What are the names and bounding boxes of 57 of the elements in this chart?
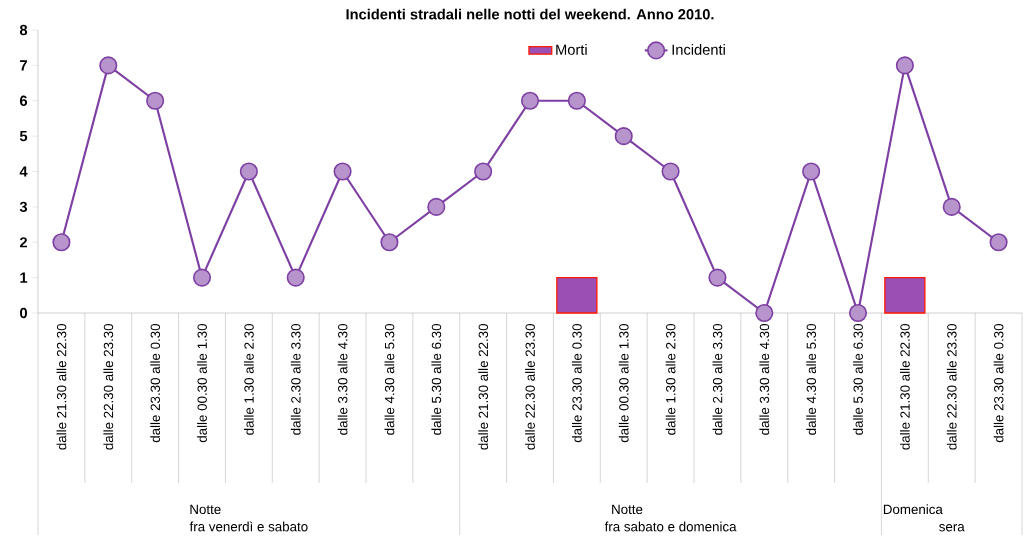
x-tick-label: dalle 00.30 alle 1.30: [618, 323, 629, 443]
x-tick-label: dalle 3.30 alle 4.30: [759, 323, 770, 435]
y-tick-label: 8: [19, 24, 28, 36]
legend-label: Incidenti: [672, 44, 725, 55]
point: [989, 233, 1008, 252]
x-tick-label: dalle 5.30 alle 6.30: [431, 323, 442, 435]
point: [567, 91, 586, 110]
x-tick-label: dalle 21.30 alle 22.30: [478, 323, 489, 450]
y-tick-label: 1: [20, 272, 28, 283]
x-tick-label: dalle 23.30 alle 0.30: [571, 323, 582, 443]
point: [146, 91, 165, 110]
x-tick-label: dalle 22.30 alle 23.30: [103, 323, 114, 450]
x-tick-label: dalle 22.30 alle 23.30: [946, 323, 957, 450]
x-tick-label: dalle 1.30 alle 2.30: [243, 323, 254, 435]
x-tick-label: dalle 23.30 alle 0.30: [150, 323, 161, 443]
x-tick-label: dalle 1.30 alle 2.30: [665, 323, 676, 435]
x-tick-label: dalle 23.30 alle 0.30: [993, 323, 1004, 443]
y-tick-label: 2: [19, 237, 28, 248]
x-tick-label: dalle 21.30 alle 22.30: [899, 323, 910, 450]
x-tick-label: dalle 5.30 alle 6.30: [853, 323, 863, 435]
point: [708, 268, 727, 287]
text: Notte fra sabato e domenica: [604, 504, 737, 532]
y-tick-label: 5: [19, 131, 28, 142]
point: [192, 268, 212, 287]
point: [286, 268, 305, 287]
legend-label: Morti: [556, 44, 587, 55]
text: Notte fra venerdì e sabato: [189, 504, 308, 532]
point: [614, 127, 633, 146]
point: [333, 162, 352, 181]
point: [661, 162, 680, 181]
x-tick-label: dalle 4.30 alle 5.30: [806, 323, 817, 435]
point: [942, 197, 961, 216]
text: Domenica sera: [883, 504, 965, 532]
point: [895, 56, 914, 75]
point: [52, 233, 71, 252]
x-tick-label: dalle 00.30 alle 1.30: [197, 323, 207, 443]
point: [99, 56, 118, 75]
point: [520, 91, 540, 110]
point: [474, 162, 493, 181]
x-tick-label: dalle 3.30 alle 4.30: [337, 323, 348, 435]
y-tick-label: 0: [20, 307, 27, 319]
point: [802, 162, 821, 181]
y-tick-label: 7: [20, 60, 27, 71]
point: [848, 303, 868, 323]
point: [380, 233, 399, 252]
point: [427, 197, 446, 216]
y-tick-label: 3: [19, 201, 28, 213]
x-tick-label: dalle 4.30 alle 5.30: [384, 323, 395, 435]
x-tick-label: dalle 22.30 alle 23.30: [525, 323, 535, 450]
point: [755, 303, 774, 323]
x-tick-label: dalle 2.30 alle 3.30: [290, 323, 301, 435]
y-tick-label: 4: [19, 166, 28, 177]
chart-title: Incidenti stradali nelle notti del weekend. Anno 2010.: [346, 8, 714, 20]
point: [239, 162, 258, 181]
y-tick-label: 6: [19, 95, 28, 106]
x-tick-label: dalle 2.30 alle 3.30: [712, 323, 723, 435]
x-tick-label: dalle 21.30 alle 22.30: [56, 323, 67, 450]
